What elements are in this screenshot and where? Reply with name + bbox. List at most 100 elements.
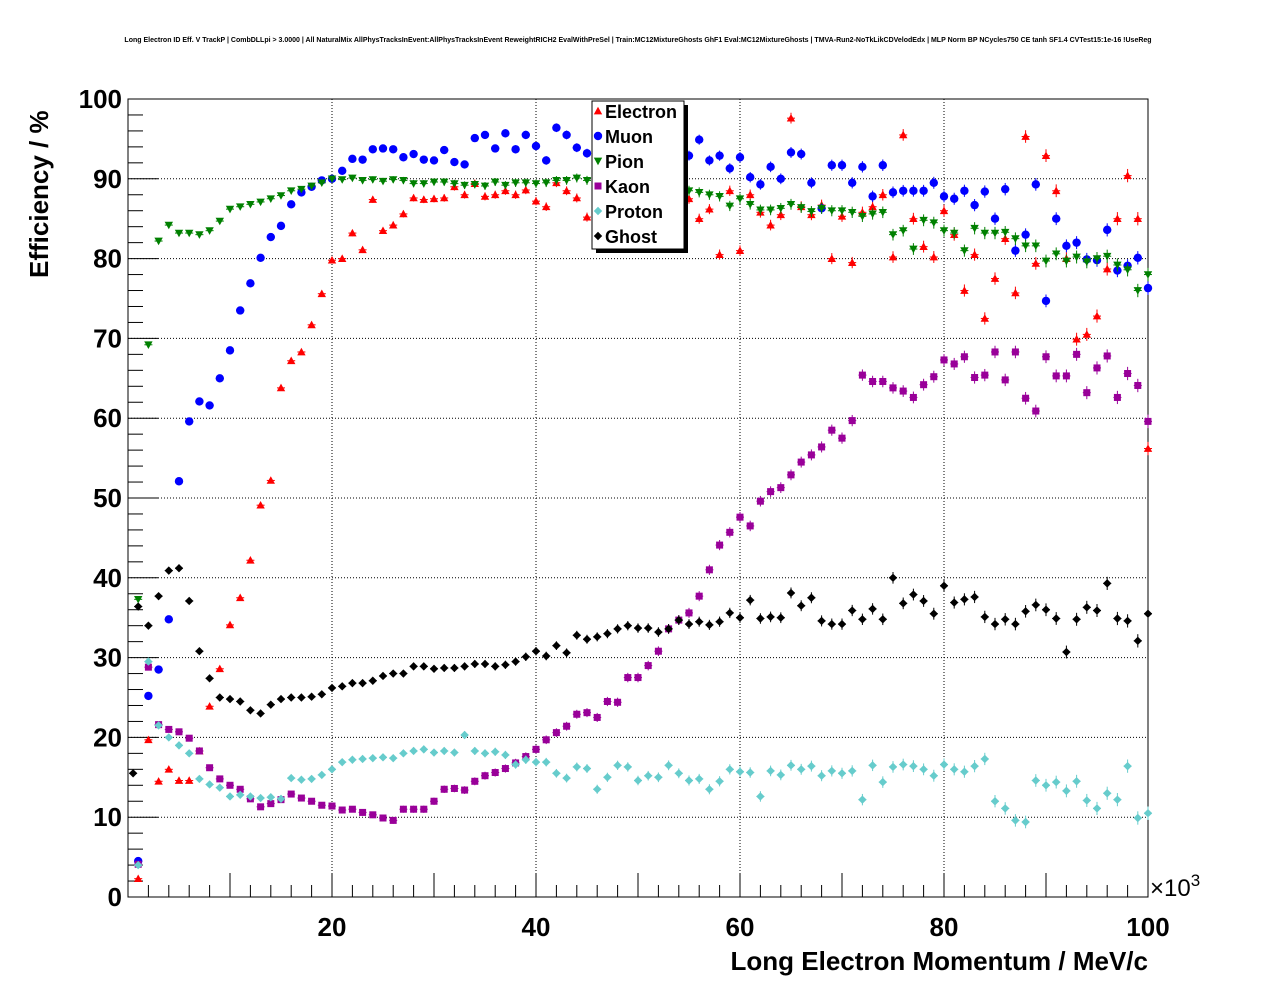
- marker-ghost: [154, 591, 163, 601]
- data-point-electron: [715, 249, 724, 260]
- marker-pion: [419, 180, 428, 188]
- marker-ghost: [531, 647, 541, 656]
- data-point-proton: [909, 760, 918, 773]
- data-point-muon: [1062, 239, 1071, 253]
- marker-kaon: [695, 592, 703, 600]
- marker-proton: [399, 749, 408, 758]
- marker-proton: [929, 771, 938, 780]
- legend-marker-muon: [593, 131, 603, 141]
- data-point-pion: [725, 200, 734, 212]
- data-point-ghost: [960, 593, 969, 606]
- data-point-pion: [939, 224, 949, 237]
- marker-electron: [338, 254, 347, 262]
- marker-muon: [358, 155, 367, 164]
- marker-electron: [919, 242, 928, 250]
- marker-ghost: [705, 620, 714, 630]
- marker-muon: [878, 161, 887, 170]
- data-point-electron: [990, 272, 1000, 285]
- data-point-muon: [1021, 228, 1030, 241]
- marker-pion: [266, 195, 275, 203]
- data-point-ghost: [1123, 614, 1132, 628]
- marker-muon: [195, 397, 204, 406]
- marker-kaon: [981, 371, 989, 379]
- marker-kaon: [746, 522, 754, 530]
- data-point-proton: [378, 753, 388, 762]
- marker-proton: [562, 773, 571, 783]
- data-point-electron: [521, 185, 530, 195]
- data-point-proton: [338, 757, 347, 767]
- data-point-ghost: [531, 646, 541, 656]
- marker-kaon: [1113, 393, 1121, 401]
- data-point-pion: [1143, 267, 1153, 282]
- marker-muon: [246, 279, 255, 288]
- data-point-pion: [1092, 252, 1102, 266]
- data-point-ghost: [491, 662, 500, 671]
- data-point-proton: [368, 753, 377, 763]
- marker-kaon: [471, 777, 479, 785]
- data-point-ghost: [521, 652, 530, 662]
- data-point-proton: [1041, 778, 1051, 792]
- marker-proton: [919, 765, 928, 774]
- marker-electron: [848, 258, 857, 266]
- data-point-pion: [1031, 239, 1040, 253]
- data-point-electron: [297, 347, 306, 356]
- data-point-kaon: [532, 745, 540, 754]
- marker-ghost: [358, 678, 367, 688]
- data-point-electron: [317, 289, 326, 298]
- marker-muon: [511, 145, 520, 154]
- marker-ghost: [746, 595, 755, 605]
- data-point-kaon: [338, 806, 347, 814]
- data-point-pion: [327, 175, 337, 183]
- data-point-muon: [521, 130, 530, 140]
- marker-ghost: [695, 617, 704, 626]
- marker-proton: [746, 768, 755, 777]
- data-point-proton: [899, 758, 908, 771]
- marker-proton: [1072, 777, 1081, 786]
- marker-pion: [766, 206, 775, 215]
- data-point-muon: [715, 150, 724, 161]
- marker-kaon: [165, 725, 173, 733]
- data-point-ghost: [501, 660, 510, 669]
- data-point-proton: [644, 770, 653, 781]
- data-point-ghost: [705, 619, 714, 630]
- marker-muon: [205, 401, 214, 410]
- marker-pion: [470, 181, 479, 189]
- data-point-ghost: [909, 588, 918, 601]
- legend: Electron Muon Pion Kaon Proton Ghost: [591, 100, 688, 253]
- data-point-muon: [154, 665, 163, 674]
- marker-pion: [450, 180, 459, 188]
- marker-muon: [776, 174, 785, 183]
- data-point-proton: [593, 784, 602, 794]
- data-point-proton: [766, 765, 775, 777]
- data-point-proton: [1072, 774, 1081, 788]
- marker-muon: [746, 173, 755, 182]
- data-point-ghost: [297, 693, 306, 702]
- data-point-muon: [419, 155, 428, 164]
- data-point-kaon: [756, 495, 765, 507]
- marker-proton: [185, 749, 194, 758]
- data-point-kaon: [776, 482, 785, 493]
- marker-ghost: [348, 678, 357, 688]
- data-point-electron: [256, 500, 265, 509]
- data-point-electron: [980, 312, 989, 325]
- data-point-electron: [338, 254, 347, 262]
- marker-electron: [378, 226, 388, 235]
- data-point-proton: [511, 760, 520, 769]
- data-point-electron: [491, 190, 500, 199]
- marker-kaon: [379, 814, 387, 822]
- marker-proton: [1092, 804, 1102, 813]
- data-point-pion: [1082, 255, 1091, 269]
- marker-kaon: [573, 710, 581, 718]
- data-point-kaon: [838, 432, 846, 444]
- data-point-muon: [225, 346, 235, 355]
- data-point-electron: [929, 251, 938, 263]
- marker-electron: [460, 190, 469, 199]
- data-point-kaon: [766, 486, 775, 497]
- data-point-proton: [287, 773, 296, 783]
- marker-proton: [215, 783, 224, 792]
- marker-muon: [429, 156, 439, 165]
- data-point-proton: [1021, 815, 1030, 829]
- marker-pion: [287, 187, 296, 195]
- marker-kaon: [991, 348, 999, 356]
- data-point-pion: [215, 217, 224, 226]
